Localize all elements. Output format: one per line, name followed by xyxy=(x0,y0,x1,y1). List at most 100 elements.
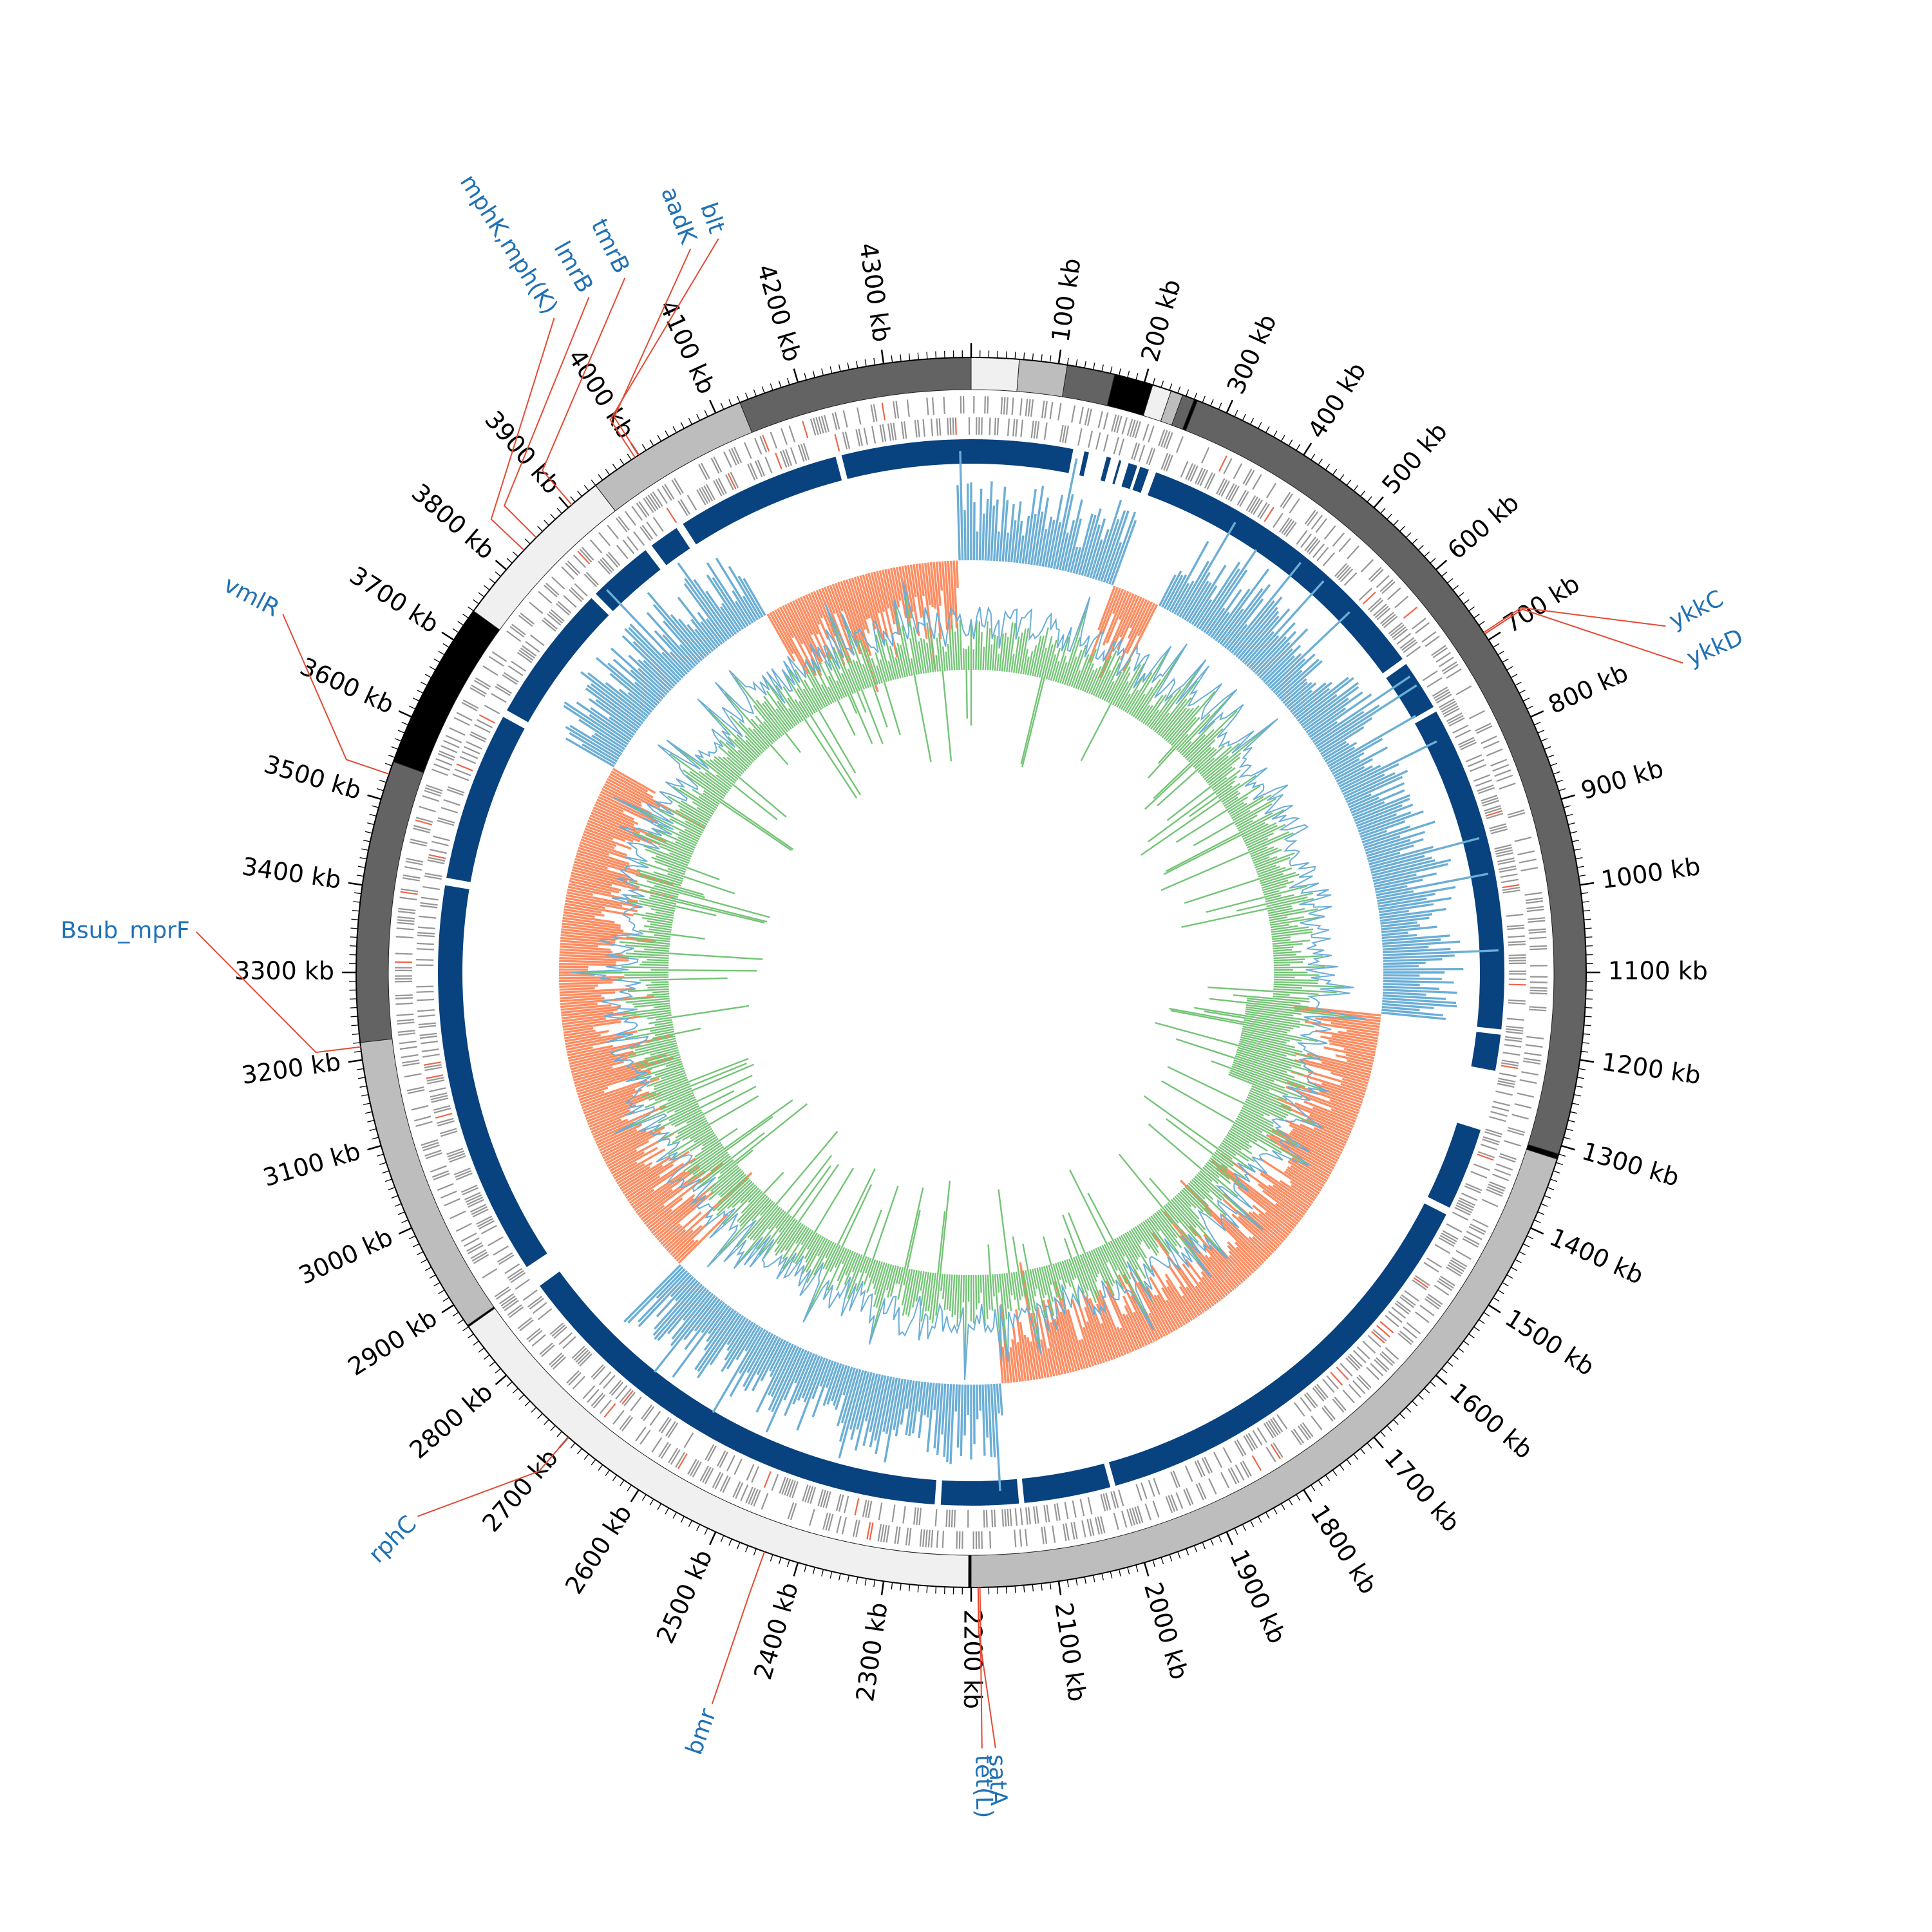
feature-mark xyxy=(1376,574,1390,589)
feature-mark xyxy=(1044,401,1048,419)
gc-skew-bar xyxy=(1215,568,1270,641)
gc-skew-bar xyxy=(743,578,766,616)
feature-mark xyxy=(1160,453,1169,470)
gc-content-bar xyxy=(1179,741,1192,754)
minor-tick xyxy=(1041,1583,1043,1591)
feature-mark xyxy=(1086,1519,1092,1537)
gc-skew-bar xyxy=(1252,636,1287,673)
gc-skew-bar xyxy=(849,1370,867,1430)
feature-mark xyxy=(1095,432,1101,450)
feature-mark xyxy=(488,1236,504,1247)
gc-skew-bar xyxy=(789,601,822,665)
feature-mark xyxy=(454,768,471,777)
gc-content-bar xyxy=(1157,717,1200,764)
gc-skew-bar xyxy=(1166,1285,1191,1323)
gc-skew-bar xyxy=(831,1364,845,1402)
feature-mark xyxy=(1440,700,1456,711)
gc-skew-bar xyxy=(1260,648,1293,681)
major-tick xyxy=(1580,1059,1595,1063)
feature-mark xyxy=(1009,1508,1012,1526)
gc-skew-bar xyxy=(708,1305,730,1334)
feature-mark xyxy=(544,584,558,598)
feature-mark xyxy=(880,1524,885,1542)
gc-content-bar xyxy=(1025,1270,1041,1349)
feature-mark xyxy=(456,763,473,772)
feature-mark xyxy=(1450,1259,1466,1270)
gc-content-bar xyxy=(1237,1046,1302,1066)
gc-content-bar xyxy=(637,1023,674,1032)
gc-content-bar xyxy=(736,1171,784,1222)
major-tick xyxy=(348,1059,363,1063)
gc-content-bar xyxy=(942,1274,946,1300)
minor-tick xyxy=(354,1050,361,1053)
gc-content-bar xyxy=(1141,775,1257,856)
gc-skew-bar xyxy=(926,1382,933,1418)
gc-skew-bar xyxy=(924,562,931,605)
feature-mark xyxy=(1033,421,1037,439)
gc-content-bar xyxy=(889,645,899,679)
gc-skew-bar xyxy=(1103,510,1130,583)
gc-skew-bar xyxy=(797,1354,818,1401)
gc-skew-bar xyxy=(588,817,653,845)
gc-content-bar xyxy=(1015,632,1023,674)
minor-tick xyxy=(1152,1560,1155,1567)
feature-mark xyxy=(631,506,643,521)
feature-mark xyxy=(537,1308,553,1321)
gc-skew-bar xyxy=(1341,1077,1368,1088)
feature-mark xyxy=(1426,677,1443,688)
gc-content-bar xyxy=(703,790,792,851)
feature-mark xyxy=(1473,774,1490,782)
gc-skew-bar xyxy=(803,1356,824,1403)
position-label: 1900 kb xyxy=(1224,1545,1291,1647)
gene-leader-line xyxy=(504,296,590,538)
gc-skew-bar xyxy=(744,1325,761,1352)
gc-skew-bar xyxy=(1329,1099,1360,1112)
gc-skew-bar xyxy=(1347,1059,1373,1068)
gc-skew-bar xyxy=(1162,1211,1231,1294)
gc-content-bar xyxy=(954,1274,958,1315)
gc-skew-bar xyxy=(1291,1157,1329,1180)
feature-mark xyxy=(1530,945,1548,948)
feature-mark xyxy=(1133,443,1141,460)
feature-mark xyxy=(1499,1072,1517,1077)
gc-content-bar xyxy=(654,1090,735,1132)
feature-mark xyxy=(717,1450,726,1467)
feature-mark xyxy=(1084,408,1090,426)
gc-skew-bar xyxy=(1265,1133,1333,1172)
gc-skew-bar xyxy=(1314,1029,1378,1043)
minor-tick xyxy=(369,1128,377,1132)
feature-mark xyxy=(1267,1420,1279,1435)
gc-skew-bar xyxy=(1030,1312,1044,1379)
feature-mark xyxy=(905,1528,909,1546)
gc-content-bar xyxy=(845,1251,857,1276)
feature-mark xyxy=(417,932,435,935)
feature-mark xyxy=(666,507,677,524)
minor-tick xyxy=(1567,822,1575,826)
gc-content-bar xyxy=(1147,775,1238,843)
minor-tick xyxy=(376,788,384,791)
gc-content-bar xyxy=(748,727,768,750)
feature-mark xyxy=(854,1498,860,1516)
gene-leader-line xyxy=(490,317,555,551)
gc-content-bar xyxy=(1241,823,1269,838)
minor-tick xyxy=(531,1406,537,1413)
feature-mark xyxy=(652,491,663,507)
gc-skew-bar xyxy=(768,1343,795,1396)
gc-skew-bar xyxy=(1185,1258,1219,1303)
gc-content-bar xyxy=(1267,905,1292,912)
feature-mark xyxy=(419,915,437,919)
gc-content-bar xyxy=(1200,743,1240,777)
minor-tick xyxy=(680,1516,685,1523)
minor-tick xyxy=(1556,1162,1563,1166)
gc-skew-bar xyxy=(677,618,710,656)
gc-skew-bar xyxy=(987,481,993,561)
feature-mark xyxy=(1352,1380,1366,1394)
gc-skew-bar xyxy=(822,1362,840,1406)
gc-skew-bar xyxy=(1288,689,1313,711)
gc-content-bar xyxy=(929,1273,936,1320)
gc-content-bar xyxy=(621,995,670,1001)
gc-content-bar xyxy=(1148,1217,1160,1232)
gc-skew-bar xyxy=(1262,645,1302,683)
feature-mark xyxy=(1264,506,1274,522)
gc-skew-bar xyxy=(653,1294,716,1373)
